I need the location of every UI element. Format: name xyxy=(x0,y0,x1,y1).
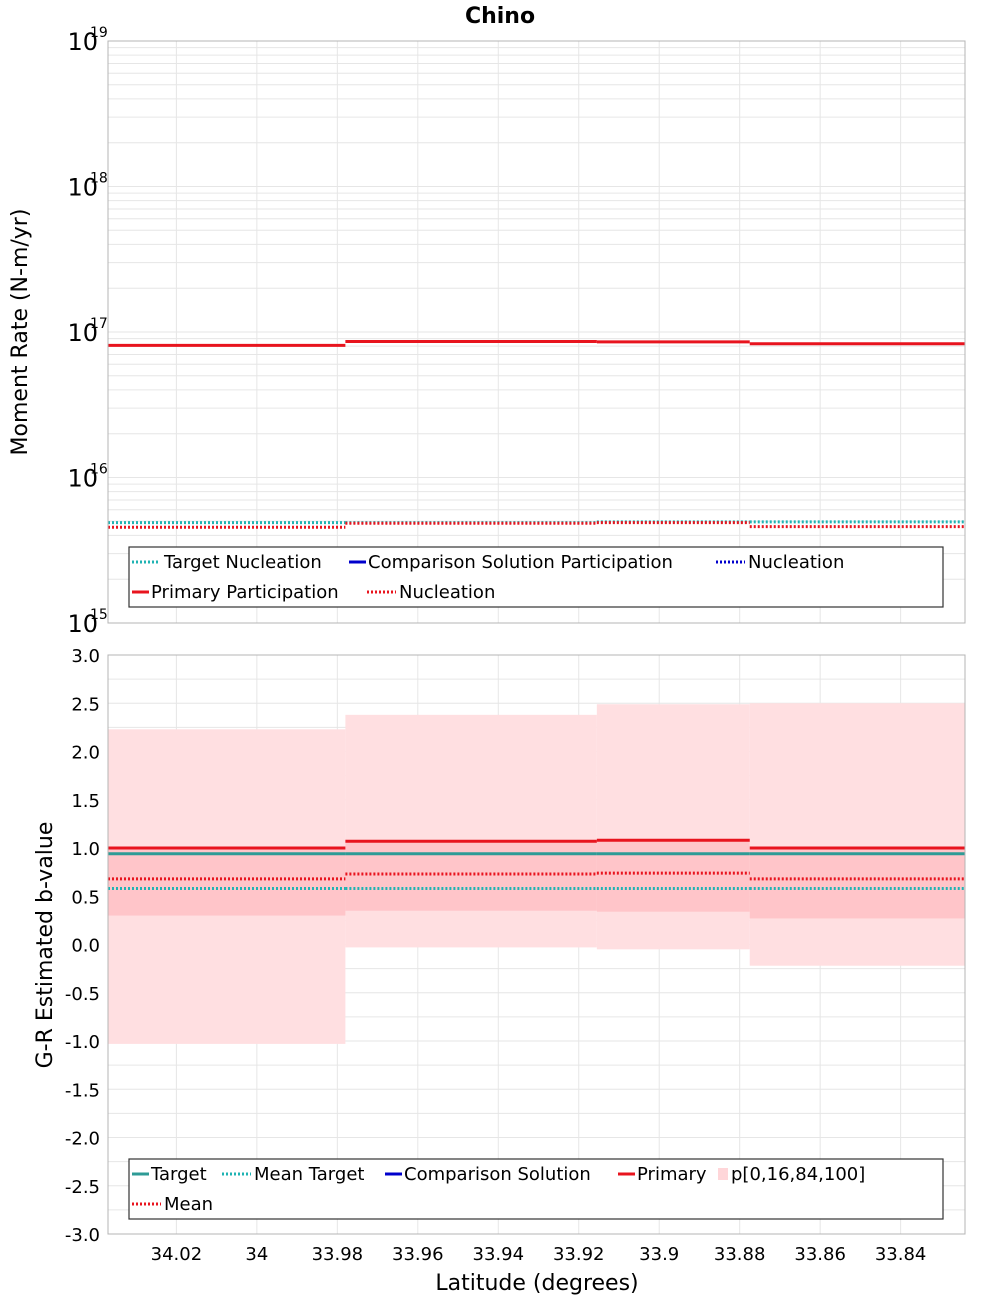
latitude-x-tick-label: 33.88 xyxy=(714,1244,766,1265)
b-value-band-p0-p100 xyxy=(345,714,597,948)
moment-rate-y-tick-label: 10 xyxy=(67,319,98,347)
latitude-x-tick-label: 33.98 xyxy=(312,1244,364,1265)
latitude-x-tick-label: 34 xyxy=(245,1244,268,1265)
legend-label-comparison-participation: Comparison Solution Participation xyxy=(368,552,673,573)
latitude-x-tick-label: 33.9 xyxy=(639,1244,679,1265)
b-value-band-p0-p100 xyxy=(596,704,750,950)
latitude-x-tick-label: 33.84 xyxy=(875,1244,927,1265)
moment-rate-y-tick-label: 10 xyxy=(67,174,98,202)
latitude-x-axis-label: Latitude (degrees) xyxy=(435,1271,638,1296)
legend-label-primary-participation: Primary Participation xyxy=(151,582,339,603)
b-value-y-axis-label: G-R Estimated b-value xyxy=(33,822,58,1069)
b-value-y-tick-label: -1.0 xyxy=(65,1032,100,1053)
legend-swatch-percentile-band xyxy=(718,1168,728,1180)
b-value-legend: Target Mean Target Comparison Solution P… xyxy=(128,1158,944,1220)
b-value-y-tick-label: -0.5 xyxy=(65,984,100,1005)
b-value-y-tick-label: 1.5 xyxy=(71,791,100,812)
latitude-x-tick-label: 33.96 xyxy=(392,1244,444,1265)
b-value-y-tick-label: -3.0 xyxy=(65,1225,100,1246)
legend-label-comparison-nucleation: Nucleation xyxy=(748,552,844,573)
moment-rate-y-tick-exponent: 16 xyxy=(90,462,108,478)
b-value-panel: -3.0 -2.5 -2.0 -1.5 -1.0 -0.5 0.0 0.5 1.0 1.5 2.0 2… xyxy=(33,646,966,1296)
legend-label-primary-nucleation: Nucleation xyxy=(399,582,495,603)
b-value-series xyxy=(108,838,965,891)
legend-label-target: Target xyxy=(150,1164,207,1185)
b-value-y-tick-label: 2.5 xyxy=(71,694,100,715)
latitude-x-tick-label: 33.92 xyxy=(553,1244,605,1265)
b-value-band-p16-p84 xyxy=(108,848,346,916)
moment-rate-y-tick-exponent: 17 xyxy=(90,316,108,332)
b-value-y-tick-label: -1.5 xyxy=(65,1080,100,1101)
legend-label-primary: Primary xyxy=(637,1164,707,1185)
legend-label-comparison-solution: Comparison Solution xyxy=(404,1164,591,1185)
b-value-plot-frame xyxy=(107,654,966,1235)
moment-rate-y-tick-exponent: 15 xyxy=(90,607,108,623)
legend-label-percentile-band: p[0,16,84,100] xyxy=(731,1164,865,1185)
b-value-y-ticks: -3.0 -2.5 -2.0 -1.5 -1.0 -0.5 0.0 0.5 1.0 1.5 2.0 2… xyxy=(65,646,100,1246)
moment-rate-y-tick-exponent: 18 xyxy=(90,171,108,187)
moment-rate-series xyxy=(108,340,965,529)
b-value-y-tick-label: 3.0 xyxy=(71,646,100,667)
moment-rate-y-tick-label: 10 xyxy=(67,610,98,638)
b-value-band-p16-p84 xyxy=(345,841,597,911)
latitude-x-tick-label: 33.94 xyxy=(473,1244,525,1265)
moment-rate-y-axis-label: Moment Rate (N-m/yr) xyxy=(8,209,33,456)
b-value-y-tick-label: -2.0 xyxy=(65,1129,100,1150)
latitude-x-tick-label: 34.02 xyxy=(151,1244,203,1265)
b-value-y-tick-label: 1.0 xyxy=(71,839,100,860)
moment-rate-legend-box xyxy=(128,546,944,608)
chart-title: Chino xyxy=(465,4,535,29)
moment-rate-y-tick-exponent: 19 xyxy=(90,25,108,41)
b-value-y-tick-label: 2.0 xyxy=(71,743,100,764)
moment-rate-legend: Target Nucleation Comparison Solution Pa… xyxy=(128,546,944,608)
moment-rate-plot-frame xyxy=(107,40,966,624)
b-value-band-p0-p100 xyxy=(749,703,965,966)
moment-rate-grid xyxy=(108,41,965,624)
b-value-y-tick-label: -2.5 xyxy=(65,1177,100,1198)
moment-rate-y-tick-label: 10 xyxy=(67,465,98,493)
legend-label-target-nucleation: Target Nucleation xyxy=(163,552,322,573)
b-value-band-p16-p84 xyxy=(596,840,750,912)
legend-label-mean-target: Mean Target xyxy=(254,1164,364,1185)
legend-label-mean: Mean xyxy=(164,1194,213,1215)
latitude-x-ticks: 34.02 34 33.98 33.96 33.94 33.92 33.9 33.88 33.8… xyxy=(151,1244,927,1265)
b-value-y-tick-label: 0.0 xyxy=(71,936,100,957)
b-value-band-p16-p84 xyxy=(749,848,965,919)
b-value-legend-box xyxy=(128,1158,944,1220)
moment-rate-y-tick-label: 10 xyxy=(67,28,98,56)
b-value-y-tick-label: 0.5 xyxy=(71,887,100,908)
b-value-bands xyxy=(108,703,965,1044)
latitude-x-tick-label: 33.86 xyxy=(794,1244,846,1265)
